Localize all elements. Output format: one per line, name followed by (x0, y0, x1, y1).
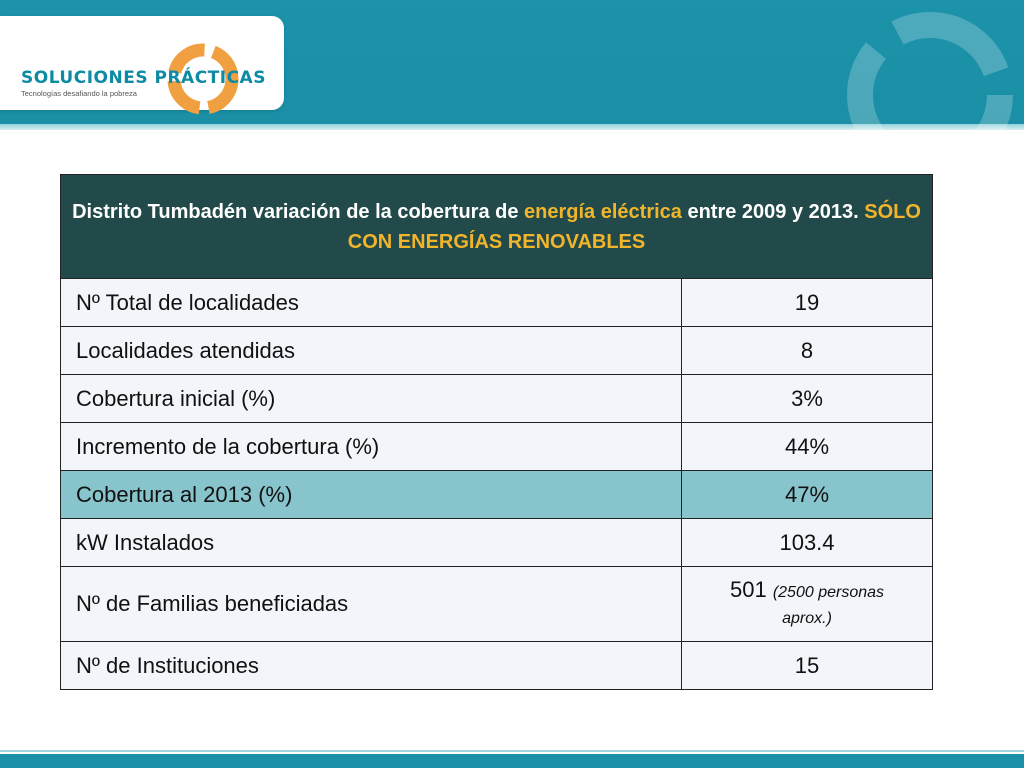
title-text-1: Distrito Tumbadén variación de la cobert… (72, 200, 525, 223)
families-note-a: (2500 personas (772, 583, 885, 601)
row-label: Cobertura inicial (%) (60, 374, 682, 423)
table-row: Nº Total de localidades 19 (60, 278, 934, 327)
title-text-2: entre 2009 y 2013. (681, 200, 865, 223)
row-value: 501 (2500 personas aprox.) (680, 566, 934, 642)
logo-watermark-icon (847, 12, 1013, 130)
table-row-highlighted: Cobertura al 2013 (%) 47% (60, 470, 934, 519)
row-value: 44% (680, 422, 934, 471)
table-row: Localidades atendidas 8 (60, 326, 934, 375)
families-count: 501 (729, 576, 767, 602)
header-divider (0, 124, 1024, 130)
row-label: kW Instalados (60, 518, 682, 567)
row-value: 47% (680, 470, 934, 519)
row-label: Nº de Familias beneficiadas (60, 566, 682, 642)
row-value: 8 (680, 326, 934, 375)
row-label: Nº Total de localidades (60, 278, 682, 327)
table-title: Distrito Tumbadén variación de la cobert… (59, 174, 934, 279)
row-value: 15 (680, 641, 934, 690)
brand-name: SOLUCIONES PRÁCTICAS (21, 68, 266, 88)
table-row: Cobertura inicial (%) 3% (60, 374, 934, 423)
row-value: 3% (680, 374, 934, 423)
families-note-b: aprox.) (782, 609, 832, 627)
title-highlight-1: energía eléctrica (524, 200, 682, 223)
brand-tagline: Tecnologías desafiando la pobreza (21, 89, 137, 98)
table-row: kW Instalados 103.4 (60, 518, 934, 567)
logo: SOLUCIONES PRÁCTICAS Tecnologías desafia… (0, 16, 284, 115)
row-label: Localidades atendidas (60, 326, 682, 375)
table-row: Incremento de la cobertura (%) 44% (60, 422, 934, 471)
coverage-table: Distrito Tumbadén variación de la cobert… (59, 174, 934, 690)
table-row: Nº de Familias beneficiadas 501 (2500 pe… (60, 566, 934, 642)
row-label: Nº de Instituciones (60, 641, 682, 690)
row-value: 103.4 (680, 518, 934, 567)
row-label: Incremento de la cobertura (%) (60, 422, 682, 471)
row-value: 19 (680, 278, 934, 327)
footer-line (0, 750, 1024, 752)
title-highlight-2: SÓLO CON ENERGÍAS RENOVABLES (347, 200, 921, 253)
logo-mark-icon (167, 43, 239, 115)
row-label: Cobertura al 2013 (%) (60, 470, 682, 519)
footer-band (0, 754, 1024, 768)
table-row: Nº de Instituciones 15 (60, 641, 934, 690)
